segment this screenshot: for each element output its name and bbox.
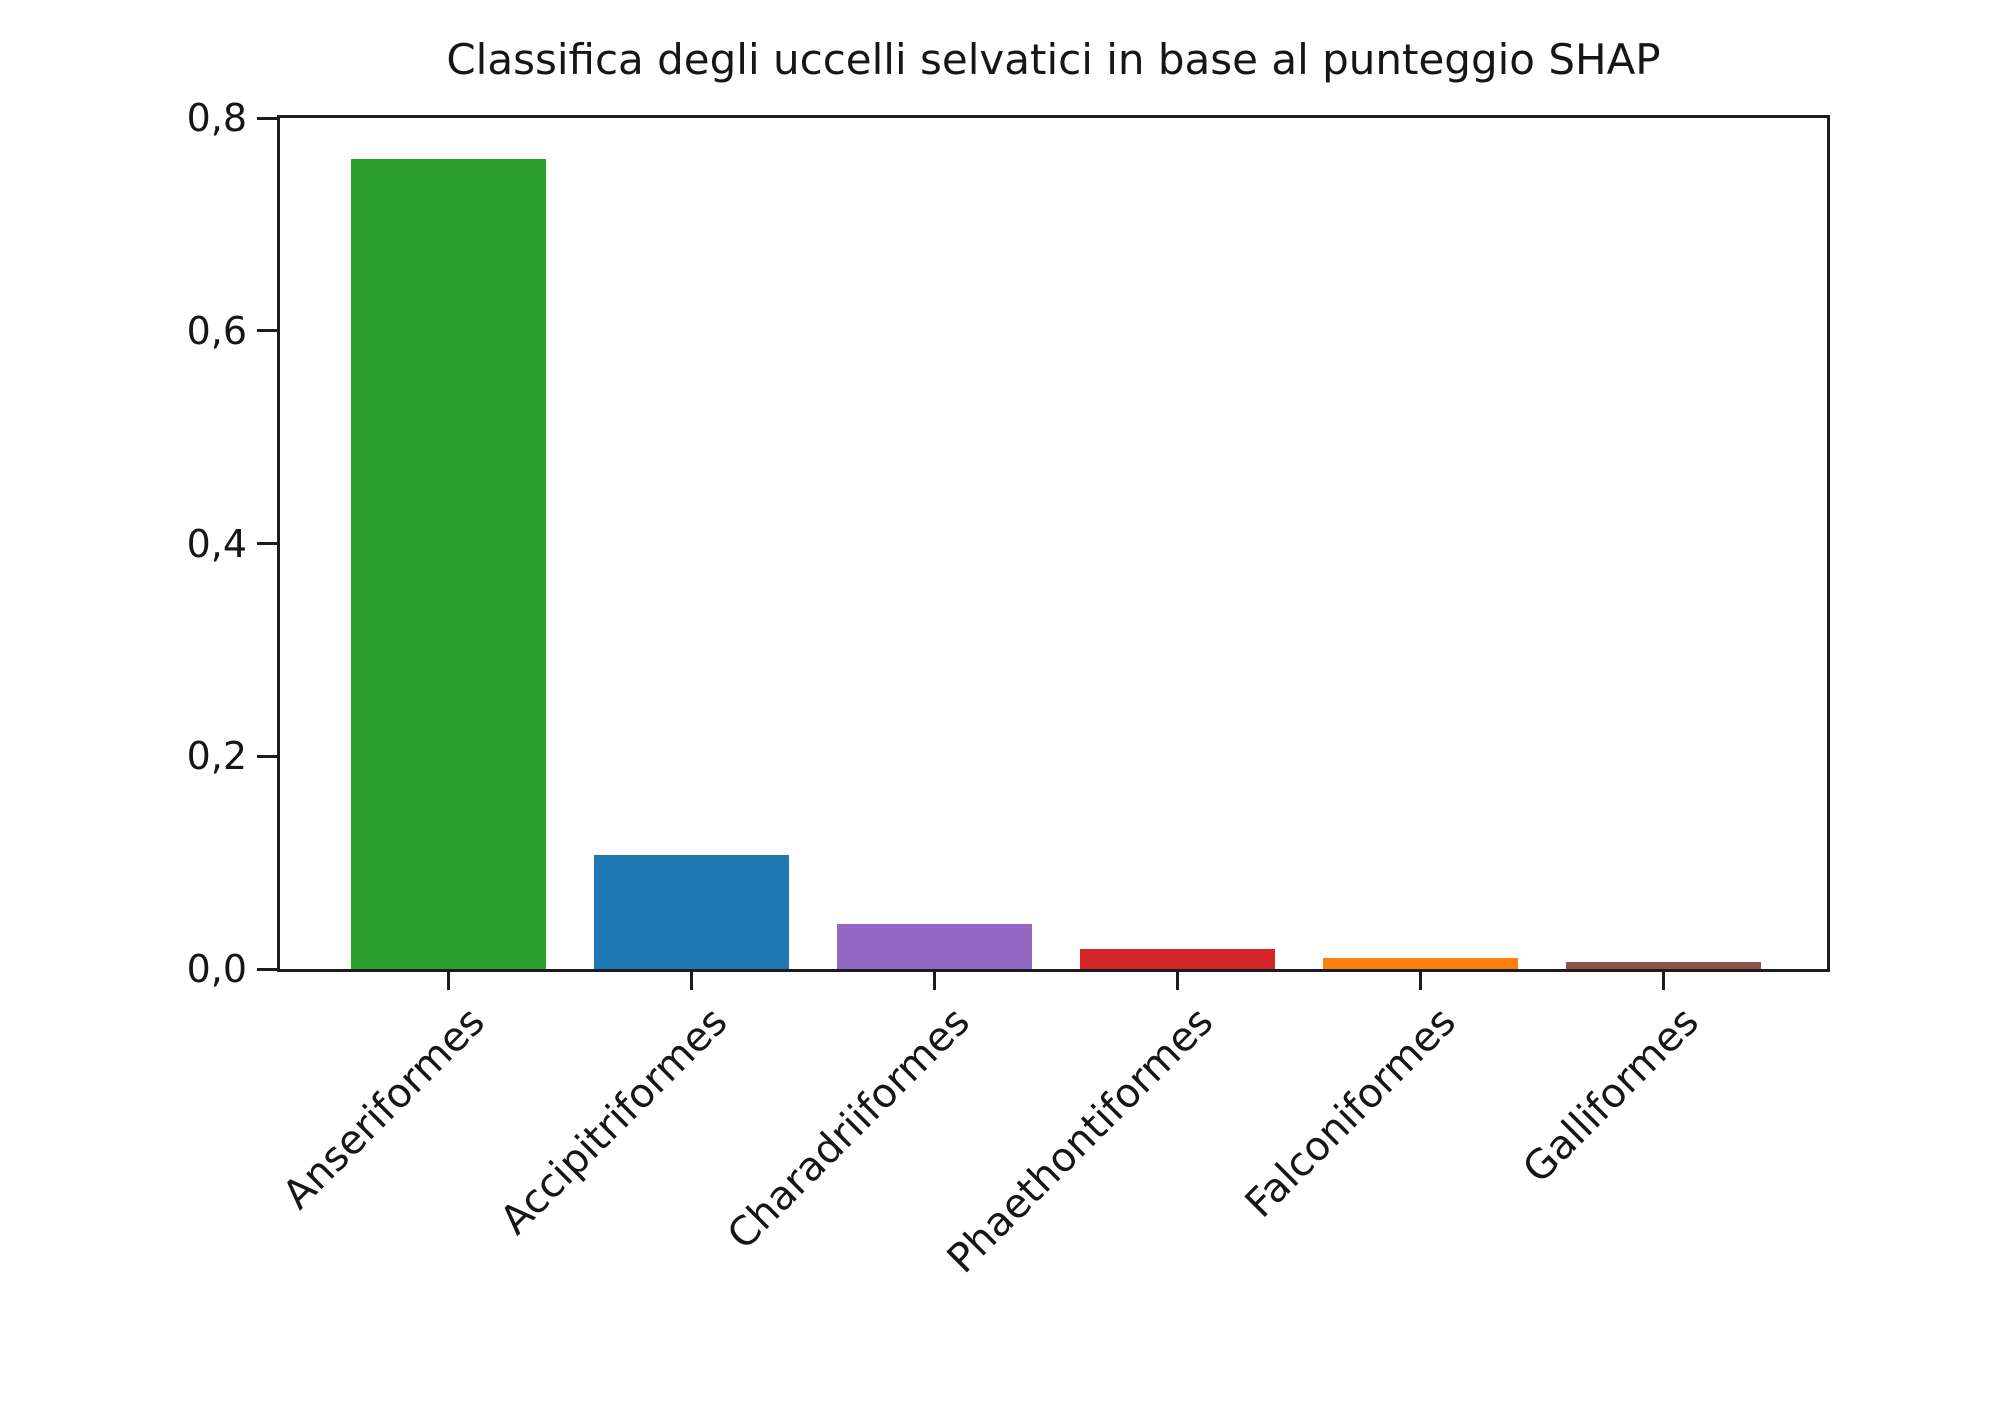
x-axis-tick <box>690 972 693 990</box>
y-axis-tick <box>257 967 277 971</box>
x-axis-tick <box>1176 972 1179 990</box>
x-axis-tick <box>1419 972 1422 990</box>
y-tick-label-0_6: 0,6 <box>186 308 247 353</box>
x-axis-tick <box>1662 972 1665 990</box>
y-tick-label-0_8: 0,8 <box>186 96 247 140</box>
x-axis-tick <box>447 972 450 990</box>
y-tick-label-0_4: 0,4 <box>186 521 247 566</box>
x-tick-label-phaethontiformes: Phaethontiformes <box>938 998 1223 1283</box>
y-axis-tick <box>257 754 277 758</box>
x-tick-label-anseriformes: Anseriformes <box>273 998 494 1219</box>
x-axis-tick <box>933 972 936 990</box>
x-tick-label-falconiformes: Falconiformes <box>1237 998 1466 1227</box>
bar-charadriiformes <box>836 924 1032 969</box>
x-tick-label-charadriiformes: Charadriiformes <box>719 998 980 1259</box>
y-tick-label-0_2: 0,2 <box>186 734 247 779</box>
y-axis-tick <box>257 542 277 545</box>
y-tick-label-0_0: 0,0 <box>186 947 247 991</box>
y-axis-tick <box>257 116 277 120</box>
bar-anseriformes <box>350 159 546 969</box>
x-tick-label-accipitriformes: Accipitriformes <box>491 998 737 1244</box>
bar-accipitriformes <box>593 855 789 969</box>
bar-phaethontiformes <box>1079 949 1275 969</box>
plot-area <box>277 115 1830 972</box>
bar-galliformes <box>1565 962 1761 969</box>
chart-title: Classifica degli uccelli selvatici in ba… <box>446 35 1661 84</box>
bar-falconiformes <box>1322 958 1518 969</box>
x-tick-label-galliformes: Galliformes <box>1514 998 1709 1193</box>
y-axis-tick <box>257 329 277 333</box>
